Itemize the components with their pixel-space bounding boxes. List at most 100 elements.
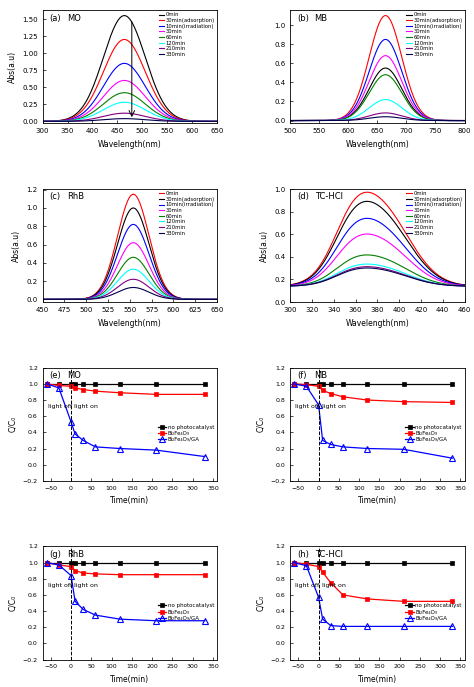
Bi₂Fe₄O₉: [117, 389, 123, 397]
no photocatalyst: [303, 559, 309, 567]
Y-axis label: Abs(a.u): Abs(a.u): [8, 51, 17, 83]
Bi₂Fe₄O₉: [328, 578, 334, 587]
Bi₂Fe₄O₉/GA: [316, 401, 321, 409]
Bi₂Fe₄O₉/GA: [449, 622, 455, 631]
Text: light off: light off: [295, 404, 319, 409]
Bi₂Fe₄O₉: [92, 387, 98, 395]
no photocatalyst: [92, 559, 98, 567]
Bi₂Fe₄O₉/GA: [72, 430, 78, 438]
Text: light on: light on: [74, 404, 98, 409]
no photocatalyst: [68, 559, 74, 567]
Y-axis label: Abs(a.u): Abs(a.u): [12, 229, 21, 262]
Line: no photocatalyst: no photocatalyst: [44, 381, 207, 386]
Bi₂Fe₄O₉/GA: [316, 593, 321, 601]
Bi₂Fe₄O₉: [56, 561, 62, 569]
Y-axis label: C/C₀: C/C₀: [8, 595, 17, 611]
Bi₂Fe₄O₉/GA: [81, 605, 86, 613]
Bi₂Fe₄O₉/GA: [68, 418, 74, 426]
no photocatalyst: [81, 559, 86, 567]
X-axis label: Wavelength(nm): Wavelength(nm): [346, 140, 409, 149]
Bi₂Fe₄O₉/GA: [202, 453, 208, 461]
X-axis label: Time(min): Time(min): [110, 675, 149, 684]
Bi₂Fe₄O₉: [202, 571, 208, 579]
Legend: no photocatalyst, Bi₂Fe₄O₉, Bi₂Fe₄O₉/GA: no photocatalyst, Bi₂Fe₄O₉, Bi₂Fe₄O₉/GA: [404, 424, 463, 443]
Text: (g): (g): [50, 550, 62, 559]
Bi₂Fe₄O₉/GA: [340, 442, 346, 451]
Bi₂Fe₄O₉: [72, 567, 78, 575]
X-axis label: Time(min): Time(min): [110, 496, 149, 505]
Bi₂Fe₄O₉: [56, 381, 62, 390]
Text: (d): (d): [297, 192, 309, 201]
Line: Bi₂Fe₄O₉: Bi₂Fe₄O₉: [44, 381, 207, 397]
Legend: no photocatalyst, Bi₂Fe₄O₉, Bi₂Fe₄O₉/GA: no photocatalyst, Bi₂Fe₄O₉, Bi₂Fe₄O₉/GA: [157, 424, 215, 443]
Y-axis label: Abs(a.u): Abs(a.u): [260, 229, 269, 262]
Text: (a): (a): [50, 14, 61, 23]
no photocatalyst: [68, 380, 74, 388]
no photocatalyst: [365, 380, 370, 388]
Bi₂Fe₄O₉: [92, 570, 98, 578]
no photocatalyst: [72, 380, 78, 388]
Bi₂Fe₄O₉/GA: [401, 445, 407, 453]
Bi₂Fe₄O₉: [401, 597, 407, 605]
no photocatalyst: [340, 559, 346, 567]
Line: Bi₂Fe₄O₉/GA: Bi₂Fe₄O₉/GA: [44, 560, 208, 624]
Bi₂Fe₄O₉/GA: [401, 622, 407, 631]
Legend: 0min, 30min(adsorption), 10min(irradiation), 30min, 60min, 120min, 210min, 330mi: 0min, 30min(adsorption), 10min(irradiati…: [406, 12, 463, 58]
no photocatalyst: [44, 380, 50, 388]
no photocatalyst: [320, 380, 326, 388]
Bi₂Fe₄O₉: [449, 398, 455, 407]
Bi₂Fe₄O₉/GA: [340, 622, 346, 631]
Text: (b): (b): [297, 14, 309, 23]
Bi₂Fe₄O₉/GA: [56, 561, 62, 569]
no photocatalyst: [303, 380, 309, 388]
Bi₂Fe₄O₉: [320, 568, 326, 576]
no photocatalyst: [292, 380, 297, 388]
Text: light off: light off: [295, 583, 319, 587]
Bi₂Fe₄O₉/GA: [292, 559, 297, 567]
Bi₂Fe₄O₉/GA: [328, 622, 334, 630]
Legend: 0min, 30min(adsorption), 10min(irradiation), 30min, 60min, 120min, 210min, 330mi: 0min, 30min(adsorption), 10min(irradiati…: [158, 12, 215, 58]
Bi₂Fe₄O₉/GA: [92, 611, 98, 619]
Line: Bi₂Fe₄O₉/GA: Bi₂Fe₄O₉/GA: [44, 381, 208, 460]
Bi₂Fe₄O₉/GA: [320, 436, 326, 444]
no photocatalyst: [117, 559, 123, 567]
Y-axis label: C/C₀: C/C₀: [255, 595, 264, 611]
Bi₂Fe₄O₉: [292, 380, 297, 388]
Bi₂Fe₄O₉/GA: [92, 442, 98, 451]
Text: TC-HCl: TC-HCl: [315, 192, 343, 201]
Text: MO: MO: [67, 371, 81, 380]
Line: Bi₂Fe₄O₉: Bi₂Fe₄O₉: [44, 560, 207, 577]
Text: light on: light on: [74, 583, 98, 587]
Text: light on: light on: [322, 583, 346, 587]
X-axis label: Wavelength(nm): Wavelength(nm): [346, 319, 409, 328]
Bi₂Fe₄O₉: [68, 382, 74, 390]
Text: light off: light off: [47, 404, 72, 409]
Bi₂Fe₄O₉/GA: [292, 380, 297, 388]
no photocatalyst: [72, 559, 78, 567]
no photocatalyst: [401, 559, 407, 567]
no photocatalyst: [320, 559, 326, 567]
Bi₂Fe₄O₉: [44, 559, 50, 567]
Line: Bi₂Fe₄O₉: Bi₂Fe₄O₉: [292, 381, 455, 405]
X-axis label: Time(min): Time(min): [358, 496, 397, 505]
Bi₂Fe₄O₉/GA: [303, 382, 309, 390]
Bi₂Fe₄O₉/GA: [153, 617, 159, 625]
Line: Bi₂Fe₄O₉/GA: Bi₂Fe₄O₉/GA: [292, 560, 455, 629]
no photocatalyst: [328, 380, 334, 388]
Legend: 0min, 30min(adsorption), 10min(irradiation), 30min, 60min, 120min, 210min, 330mi: 0min, 30min(adsorption), 10min(irradiati…: [406, 190, 463, 236]
Text: MB: MB: [315, 371, 328, 380]
Y-axis label: C/C₀: C/C₀: [255, 416, 264, 432]
Bi₂Fe₄O₉/GA: [72, 597, 78, 605]
Bi₂Fe₄O₉: [81, 569, 86, 577]
Text: light off: light off: [47, 583, 72, 587]
Bi₂Fe₄O₉: [72, 384, 78, 392]
Line: Bi₂Fe₄O₉: Bi₂Fe₄O₉: [292, 560, 455, 604]
Bi₂Fe₄O₉: [81, 385, 86, 394]
Line: no photocatalyst: no photocatalyst: [44, 560, 207, 565]
Bi₂Fe₄O₉/GA: [117, 444, 123, 453]
Bi₂Fe₄O₉: [328, 390, 334, 398]
Bi₂Fe₄O₉: [320, 386, 326, 394]
Text: TC-HCl: TC-HCl: [315, 550, 343, 559]
no photocatalyst: [202, 559, 208, 567]
Bi₂Fe₄O₉: [292, 559, 297, 567]
